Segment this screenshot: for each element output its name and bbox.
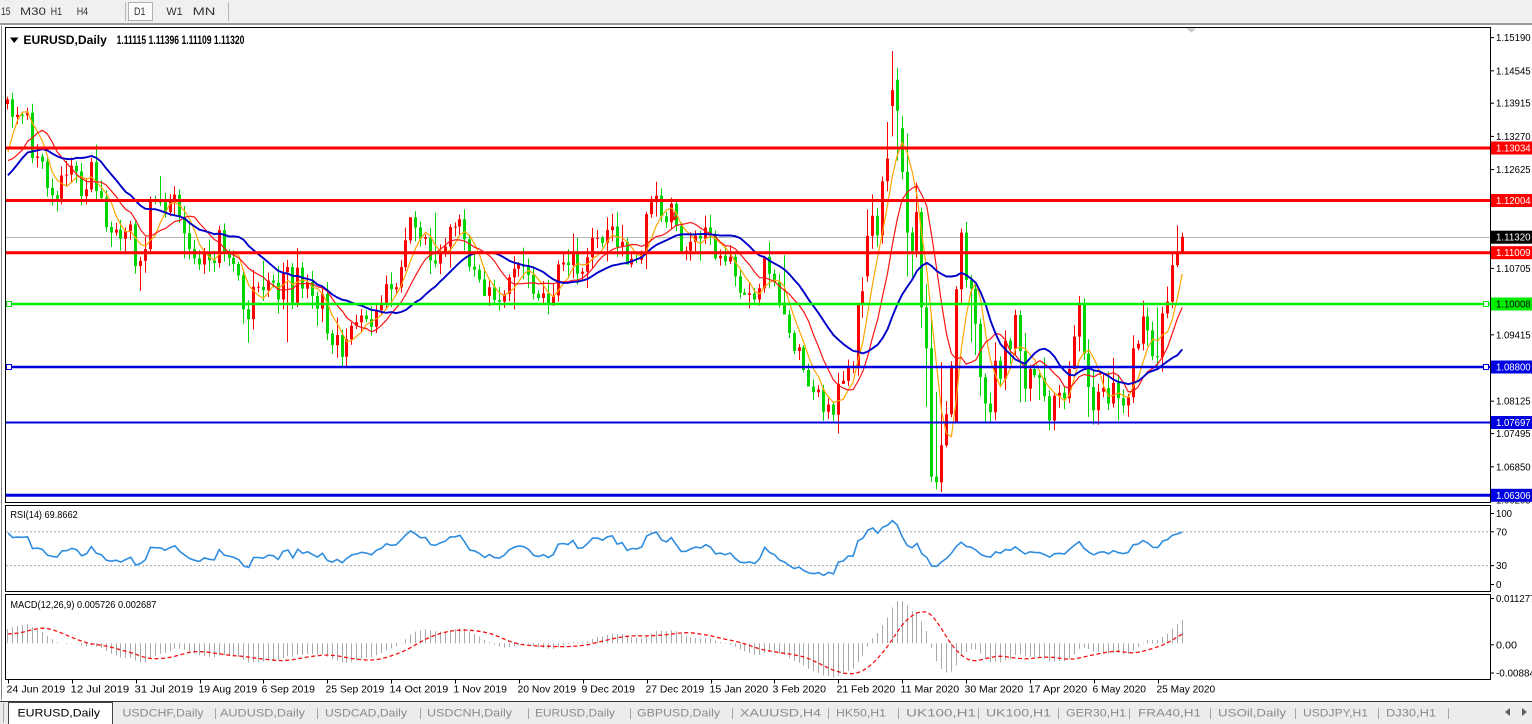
svg-text:EURUSD,Daily: EURUSD,Daily — [18, 708, 101, 720]
svg-text:XAUUSD,H4: XAUUSD,H4 — [740, 708, 821, 720]
svg-text:USDCNH,Daily: USDCNH,Daily — [427, 708, 513, 720]
svg-text:1.14545: 1.14545 — [1496, 66, 1531, 77]
svg-text:H1: H1 — [51, 6, 63, 18]
svg-text:1.06850: 1.06850 — [1496, 462, 1531, 473]
svg-text:17 Apr 2020: 17 Apr 2020 — [1029, 685, 1088, 696]
svg-text:|: | — [977, 708, 980, 720]
svg-text:HK50,H1: HK50,H1 — [836, 708, 886, 720]
svg-text:EURUSD,Daily: EURUSD,Daily — [23, 35, 107, 47]
svg-text:|: | — [214, 708, 217, 720]
svg-text:|: | — [1209, 708, 1212, 720]
svg-text:1.11320: 1.11320 — [1496, 233, 1531, 244]
svg-text:1.13034: 1.13034 — [1496, 144, 1531, 155]
svg-text:|: | — [1057, 708, 1060, 720]
svg-text:25 Sep 2019: 25 Sep 2019 — [326, 685, 385, 696]
svg-text:AUDUSD,Daily: AUDUSD,Daily — [220, 708, 306, 720]
svg-text:70: 70 — [1496, 527, 1508, 538]
svg-text:27 Dec 2019: 27 Dec 2019 — [646, 685, 705, 696]
svg-text:|: | — [629, 708, 632, 720]
svg-text:19 Aug 2019: 19 Aug 2019 — [199, 685, 258, 696]
svg-text:GBPUSD,Daily: GBPUSD,Daily — [637, 708, 721, 720]
svg-text:UK100,H1: UK100,H1 — [906, 708, 976, 720]
svg-text:25 May 2020: 25 May 2020 — [1157, 685, 1216, 696]
svg-text:1.06306: 1.06306 — [1496, 491, 1531, 502]
svg-text:USDJPY,H1: USDJPY,H1 — [1303, 708, 1368, 720]
svg-text:|: | — [731, 708, 734, 720]
svg-text:100: 100 — [1496, 509, 1513, 520]
svg-text:MN: MN — [193, 6, 216, 18]
svg-text:24 Jun 2019: 24 Jun 2019 — [7, 685, 66, 696]
svg-text:|: | — [1294, 708, 1297, 720]
svg-text:USOil,Daily: USOil,Daily — [1218, 708, 1287, 720]
svg-text:20 Nov 2019: 20 Nov 2019 — [518, 685, 577, 696]
svg-text:0.011277: 0.011277 — [1496, 594, 1532, 605]
svg-text:6 May 2020: 6 May 2020 — [1093, 685, 1147, 696]
svg-text:15 Jan 2020: 15 Jan 2020 — [710, 685, 769, 696]
svg-text:31 Jul 2019: 31 Jul 2019 — [135, 685, 194, 696]
svg-text:-0.008845: -0.008845 — [1496, 669, 1532, 680]
svg-text:14 Oct 2019: 14 Oct 2019 — [390, 685, 449, 696]
svg-text:1.12004: 1.12004 — [1496, 196, 1531, 207]
svg-text:|: | — [827, 708, 830, 720]
svg-text:GER30,H1: GER30,H1 — [1066, 708, 1126, 720]
svg-text:|: | — [1128, 708, 1131, 720]
svg-text:|: | — [897, 708, 900, 720]
svg-text:1.08125: 1.08125 — [1496, 397, 1531, 408]
svg-text:FRA40,H1: FRA40,H1 — [1138, 708, 1201, 720]
svg-text:|: | — [316, 708, 319, 720]
svg-text:1.09415: 1.09415 — [1496, 330, 1531, 341]
svg-text:0: 0 — [1496, 580, 1502, 591]
svg-text:DJ30,H1: DJ30,H1 — [1386, 708, 1436, 720]
svg-text:0.00: 0.00 — [1496, 640, 1518, 651]
svg-text:1 Nov 2019: 1 Nov 2019 — [454, 685, 508, 696]
svg-text:1.11115 1.11396 1.11109 1.1132: 1.11115 1.11396 1.11109 1.11320 — [117, 35, 245, 47]
svg-text:1.07495: 1.07495 — [1496, 429, 1531, 440]
svg-text:|: | — [527, 708, 530, 720]
svg-text:1.15190: 1.15190 — [1496, 33, 1531, 44]
svg-text:USDCHF,Daily: USDCHF,Daily — [123, 708, 205, 720]
svg-text:EURUSD,Daily: EURUSD,Daily — [535, 708, 616, 720]
svg-text:1.13915: 1.13915 — [1496, 99, 1531, 110]
svg-text:|: | — [1377, 708, 1380, 720]
svg-text:21 Feb 2020: 21 Feb 2020 — [837, 685, 896, 696]
svg-text:11 Mar 2020: 11 Mar 2020 — [901, 685, 960, 696]
svg-text:1.10008: 1.10008 — [1496, 300, 1531, 311]
svg-text:1.08800: 1.08800 — [1496, 363, 1531, 374]
svg-text:30: 30 — [1496, 561, 1508, 572]
svg-text:M30: M30 — [20, 6, 46, 18]
svg-text:1.11009: 1.11009 — [1496, 248, 1531, 259]
svg-text:12 Jul 2019: 12 Jul 2019 — [71, 685, 130, 696]
svg-text:|: | — [419, 708, 422, 720]
svg-text:30 Mar 2020: 30 Mar 2020 — [965, 685, 1024, 696]
svg-text:1.13270: 1.13270 — [1496, 132, 1531, 143]
svg-text:USDCAD,Daily: USDCAD,Daily — [325, 708, 408, 720]
svg-text:15: 15 — [1, 6, 11, 18]
svg-text:1.10705: 1.10705 — [1496, 264, 1531, 275]
svg-text:1.07697: 1.07697 — [1496, 418, 1531, 429]
svg-text:D1: D1 — [134, 6, 146, 18]
svg-text:6 Sep 2019: 6 Sep 2019 — [262, 685, 316, 696]
svg-text:9 Dec 2019: 9 Dec 2019 — [582, 685, 636, 696]
svg-text:W1: W1 — [166, 6, 182, 18]
svg-text:1.12625: 1.12625 — [1496, 165, 1531, 176]
svg-text:UK100,H1: UK100,H1 — [986, 708, 1051, 720]
svg-text:H4: H4 — [77, 6, 89, 18]
svg-text:|: | — [1447, 708, 1450, 720]
svg-text:RSI(14) 69.8662: RSI(14) 69.8662 — [10, 510, 78, 521]
svg-text:3 Feb 2020: 3 Feb 2020 — [773, 685, 827, 696]
svg-text:MACD(12,26,9) 0.005726 0.00268: MACD(12,26,9) 0.005726 0.002687 — [10, 600, 156, 611]
